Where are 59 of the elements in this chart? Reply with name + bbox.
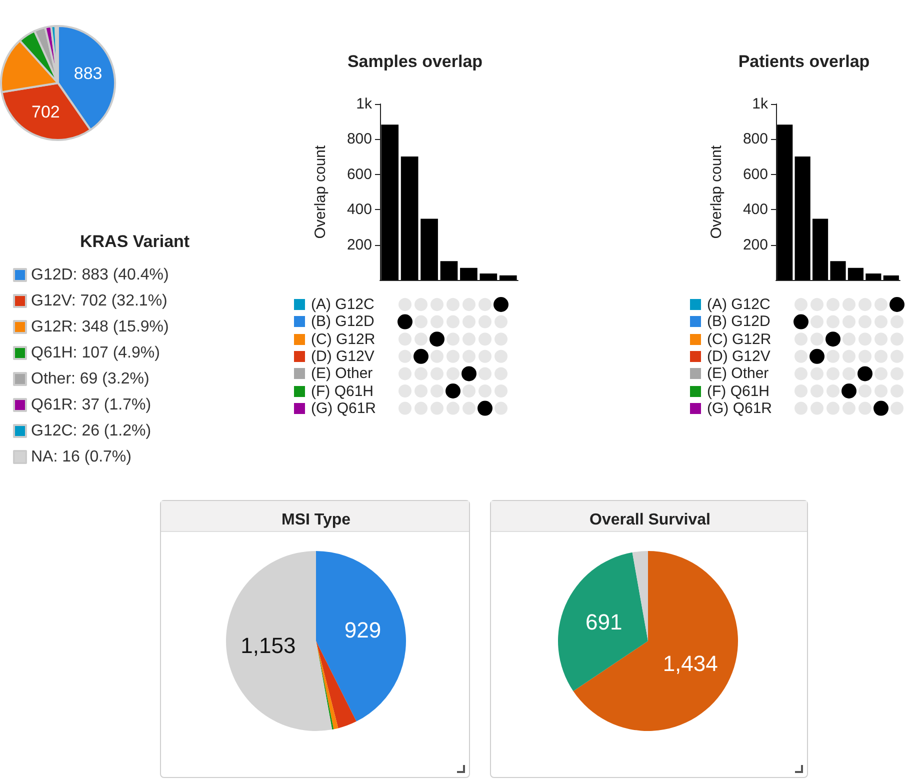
- bar: [460, 268, 478, 280]
- text: (G) Q61R: [707, 400, 772, 417]
- legend-label: Q61R: 37 (1.7%): [31, 396, 152, 414]
- y-tick-label: 200: [742, 236, 768, 254]
- bar: [883, 275, 899, 280]
- bar: [812, 218, 828, 280]
- text: (E) Other: [707, 365, 769, 382]
- chart-title: Overall Survival: [590, 512, 710, 528]
- text: (G) Q61R: [311, 400, 376, 417]
- legend-title: KRAS Variant: [80, 232, 190, 251]
- legend-label: G12R: 348 (15.9%): [31, 318, 169, 336]
- chart-title: MSI Type: [281, 512, 351, 528]
- text: (A) G12C: [707, 296, 770, 313]
- legend-label: NA: 16 (0.7%): [31, 448, 132, 466]
- bar: [480, 273, 498, 280]
- text: (D) G12V: [311, 348, 374, 365]
- y-tick-label: 1k: [752, 96, 768, 112]
- data-label: 702: [31, 102, 60, 122]
- y-axis-title: Overlap count: [708, 144, 725, 239]
- bar: [830, 261, 846, 280]
- bar: [866, 273, 882, 280]
- legend-label: G12C: 26 (1.2%): [31, 422, 152, 440]
- text: (E) Other: [311, 365, 373, 382]
- y-tick-label: 600: [742, 166, 768, 183]
- y-tick-label: 600: [346, 166, 372, 183]
- text: (F) Q61H: [311, 382, 374, 400]
- text: (F) Q61H: [707, 382, 770, 400]
- y-tick-label: 800: [742, 130, 768, 148]
- bar: [848, 268, 864, 280]
- y-tick-label: 400: [346, 201, 372, 218]
- bar: [794, 156, 810, 280]
- y-tick-label: 1k: [356, 96, 372, 112]
- legend-label: G12V: 702 (32.1%): [31, 292, 168, 310]
- data-label: 1,434: [662, 651, 718, 676]
- bar: [777, 124, 793, 280]
- y-tick-label: 800: [346, 130, 372, 148]
- y-tick-label: 400: [742, 201, 768, 218]
- data-label: 883: [74, 64, 102, 84]
- bar: [381, 124, 399, 280]
- data-label: 691: [585, 610, 622, 635]
- chart-title: Samples overlap: [347, 52, 483, 71]
- text: (C) G12R: [311, 330, 376, 348]
- bar: [400, 156, 418, 280]
- chart-title: Patients overlap: [738, 52, 870, 71]
- text: (B) G12D: [311, 313, 374, 330]
- data-label: 929: [344, 617, 382, 642]
- text: (C) G12R: [707, 330, 772, 348]
- text: (A) G12C: [311, 296, 374, 313]
- legend-label: Q61H: 107 (4.9%): [31, 344, 160, 362]
- data-label: 1,153: [240, 632, 296, 658]
- bar: [499, 275, 517, 280]
- text: (D) G12V: [707, 348, 770, 365]
- text: (B) G12D: [707, 313, 770, 330]
- legend-label: G12D: 883 (40.4%): [31, 266, 169, 284]
- legend-label: Other: 69 (3.2%): [31, 370, 150, 388]
- bar: [420, 218, 438, 280]
- y-tick-label: 200: [346, 236, 372, 254]
- bar: [440, 261, 458, 280]
- y-axis-title: Overlap count: [312, 144, 329, 239]
